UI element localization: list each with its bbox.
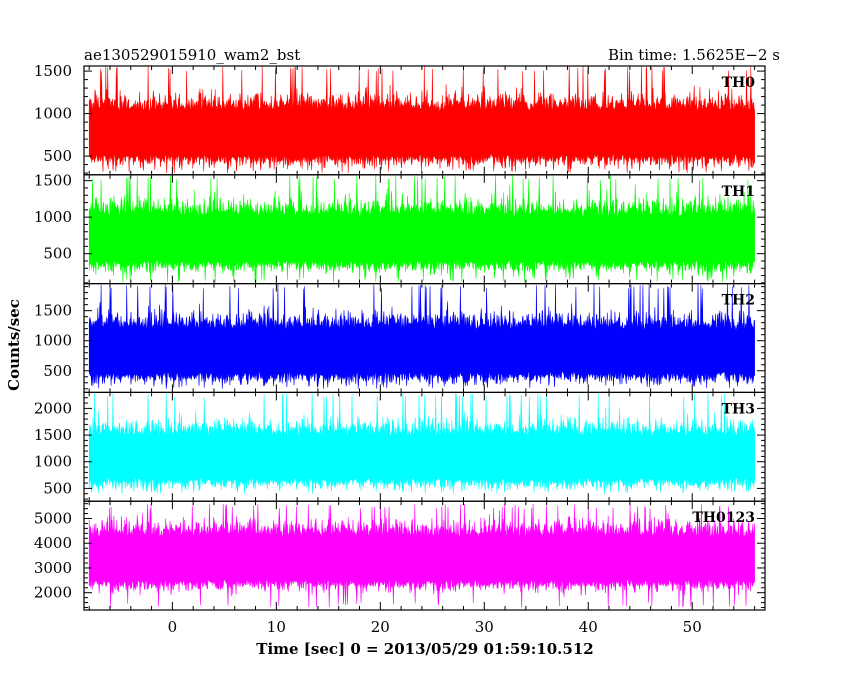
panel-th1: 500 1000 1500 TH1	[34, 172, 766, 285]
x-axis-title: Time [sec] 0 = 2013/05/29 01:59:10.512	[256, 640, 593, 658]
panel-frame	[83, 500, 766, 611]
y-tick-label: 4000	[34, 534, 72, 552]
y-tick-label: 1500	[34, 426, 72, 444]
series-th0123-trace	[88, 503, 755, 608]
figure-title: ae130529015910_wam2_bst	[84, 46, 300, 64]
panel-th3: 500 1000 1500 2000 TH3	[34, 391, 766, 502]
bin-time-label: Bin time: 1.5625E−2 s	[608, 46, 780, 64]
panels-group: 500 1000 1500 TH0 500 1000 1500 TH1 500 1000 1500 T…	[34, 62, 766, 611]
x-tick-label: 40	[579, 618, 598, 636]
y-tick-label: 1000	[34, 453, 72, 471]
y-tick-label: 1000	[34, 105, 72, 123]
y-tick-label: 1500	[34, 172, 72, 190]
y-tick-label: 500	[43, 479, 72, 497]
x-axis: 0 10 20 30 40 50	[168, 618, 702, 636]
x-tick-label: 20	[371, 618, 390, 636]
y-tick-label: 3000	[34, 559, 72, 577]
y-tick-label: 500	[43, 147, 72, 165]
panel-th2: 500 1000 1500 TH2	[34, 283, 766, 394]
y-tick-label: 2000	[34, 584, 72, 602]
panel-label-th0: TH0	[722, 75, 756, 91]
x-tick-label: 30	[475, 618, 494, 636]
series-th1-trace	[88, 174, 755, 283]
y-tick-label: 1500	[34, 302, 72, 320]
y-tick-label: 500	[43, 245, 72, 263]
series-th0-trace	[88, 66, 755, 174]
y-axis-title: Counts/sec	[5, 299, 23, 391]
y-tick-label: 5000	[34, 510, 72, 528]
panel-label-th1: TH1	[722, 184, 755, 200]
y-tick-label: 2000	[34, 399, 72, 417]
y-tick-label: 500	[43, 362, 72, 380]
y-tick-label: 1500	[34, 62, 72, 80]
panel-label-th3: TH3	[722, 401, 755, 417]
y-tick-label: 1000	[34, 208, 72, 226]
panel-th0123: 2000 3000 4000 5000 TH0123	[34, 500, 766, 611]
series-th3-trace	[88, 392, 755, 494]
panel-label-th2: TH2	[722, 293, 755, 309]
panel-label-th0123: TH0123	[692, 510, 755, 526]
y-tick-label: 1000	[34, 332, 72, 350]
x-tick-label: 10	[267, 618, 286, 636]
panel-th0: 500 1000 1500 TH0	[34, 62, 766, 176]
series-th2-trace	[88, 283, 755, 389]
x-tick-label: 50	[683, 618, 702, 636]
x-tick-label: 0	[168, 618, 178, 636]
